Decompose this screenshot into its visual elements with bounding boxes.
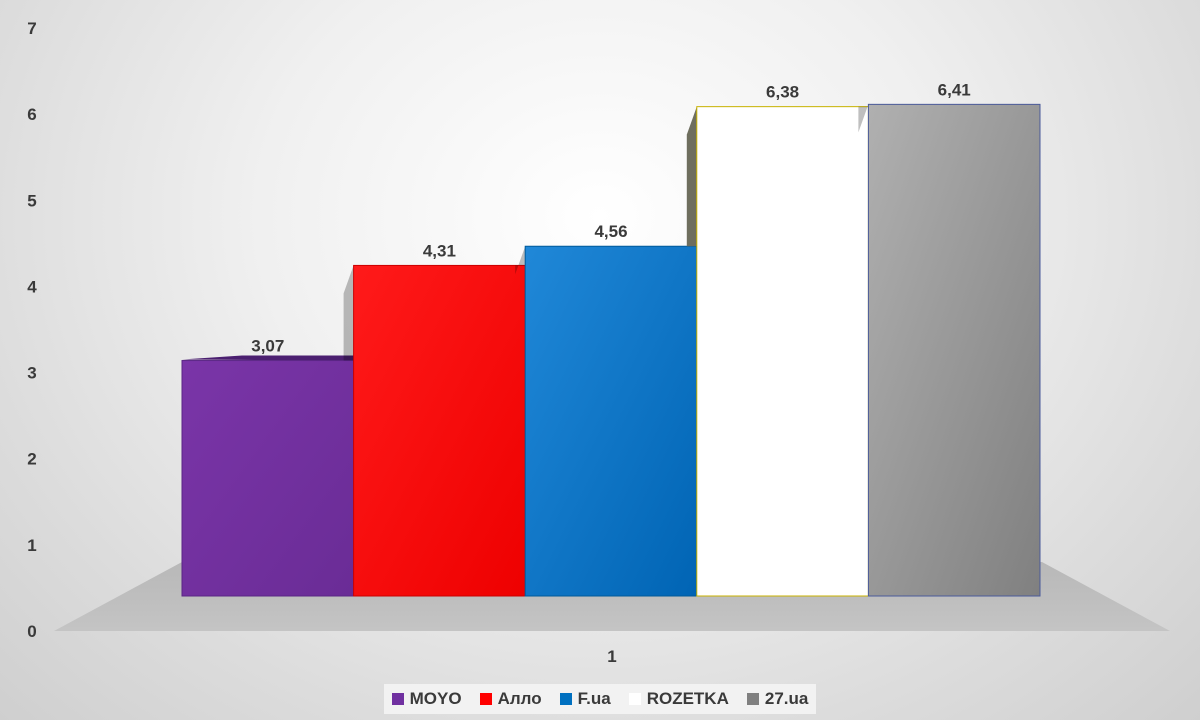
bar-top	[182, 355, 354, 361]
legend-swatch	[559, 693, 572, 705]
legend-item-fua: F.ua	[559, 689, 611, 709]
bar	[353, 264, 526, 597]
x-tick-label: 1	[607, 647, 616, 666]
legend-swatch	[479, 693, 492, 705]
legend-label: F.ua	[577, 689, 611, 708]
bar	[696, 106, 869, 597]
y-tick-label: 3	[27, 364, 36, 383]
y-tick-label: 0	[27, 622, 36, 641]
y-tick-label: 7	[27, 19, 36, 38]
bars: 3,07 4,31 4,56 6,38 6,41	[181, 80, 1041, 597]
y-tick-label: 1	[27, 536, 36, 555]
legend-item-allo: Алло	[479, 689, 542, 709]
legend-swatch	[746, 693, 759, 705]
y-tick-label: 6	[27, 105, 36, 124]
bar-side	[343, 265, 354, 361]
y-tick-label: 5	[27, 191, 36, 210]
legend-item-27ua: 27.ua	[746, 689, 809, 709]
y-tick-label: 4	[27, 277, 37, 296]
bar	[181, 360, 355, 597]
bar-side	[858, 104, 869, 133]
data-label: 3,07	[251, 337, 284, 356]
legend-swatch	[628, 693, 641, 705]
legend: MOYO Алло F.ua ROZETKA 27.ua	[384, 684, 816, 714]
legend-label: 27.ua	[764, 689, 809, 708]
y-axis: 0 1 2 3 4 5 6 7	[27, 19, 37, 641]
bar	[867, 103, 1041, 597]
bar-side	[515, 246, 526, 275]
data-label: 4,56	[594, 222, 627, 241]
bar-side	[686, 106, 697, 247]
legend-label: Алло	[497, 689, 542, 708]
legend-label: MOYO	[409, 689, 462, 708]
legend-label: ROZETKA	[646, 689, 729, 708]
data-label: 6,38	[766, 83, 799, 102]
legend-swatch	[391, 693, 404, 705]
data-label: 4,31	[423, 241, 456, 260]
bar	[524, 245, 698, 597]
data-label: 6,41	[938, 80, 971, 99]
y-tick-label: 2	[27, 450, 36, 469]
legend-item-moyo: MOYO	[391, 689, 462, 709]
legend-item-rozetka: ROZETKA	[628, 689, 729, 709]
